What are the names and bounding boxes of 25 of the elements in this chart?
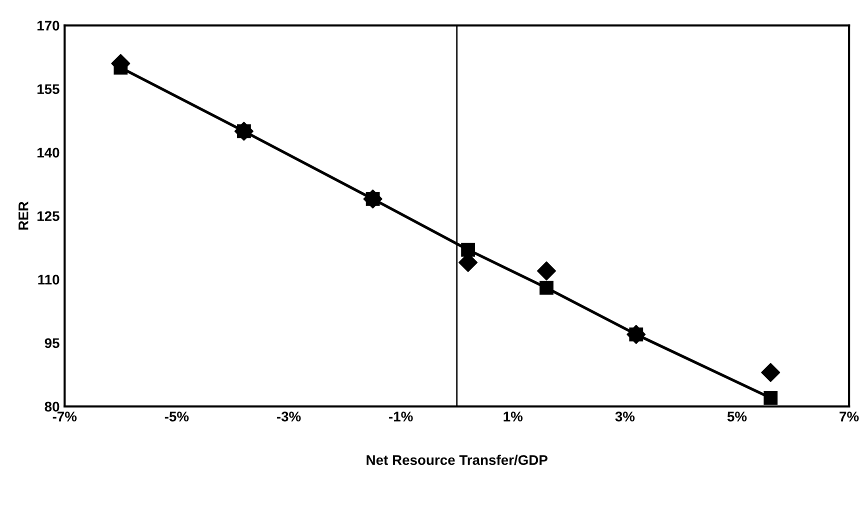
x-tick-label: 7% <box>840 412 859 422</box>
y-tick-label: 155 <box>37 84 60 94</box>
x-tick-label: -1% <box>389 412 413 422</box>
x-tick-label: 3% <box>615 412 635 422</box>
point <box>363 189 382 208</box>
y-tick-label: 170 <box>37 20 60 31</box>
point <box>626 324 646 344</box>
point <box>540 280 554 295</box>
y-tick-label: 140 <box>37 148 60 158</box>
point <box>761 363 780 382</box>
x-tick-label: -7% <box>52 412 77 422</box>
point <box>764 390 778 405</box>
x-tick-label: -5% <box>164 412 189 422</box>
point <box>234 122 254 141</box>
y-tick-label: 95 <box>44 338 60 348</box>
point <box>461 242 476 257</box>
y-axis-title: RER <box>18 202 28 230</box>
y-tick-label: 80 <box>44 402 60 412</box>
x-tick-label: 1% <box>504 412 523 422</box>
y-tick-label: 110 <box>38 274 60 285</box>
x-axis-title: Net Resource Transfer/GDP <box>366 454 548 466</box>
y-tick-label: 125 <box>37 211 60 222</box>
x-tick-label: 5% <box>727 412 747 422</box>
x-tick-label: -3% <box>276 412 301 422</box>
point <box>537 261 556 280</box>
